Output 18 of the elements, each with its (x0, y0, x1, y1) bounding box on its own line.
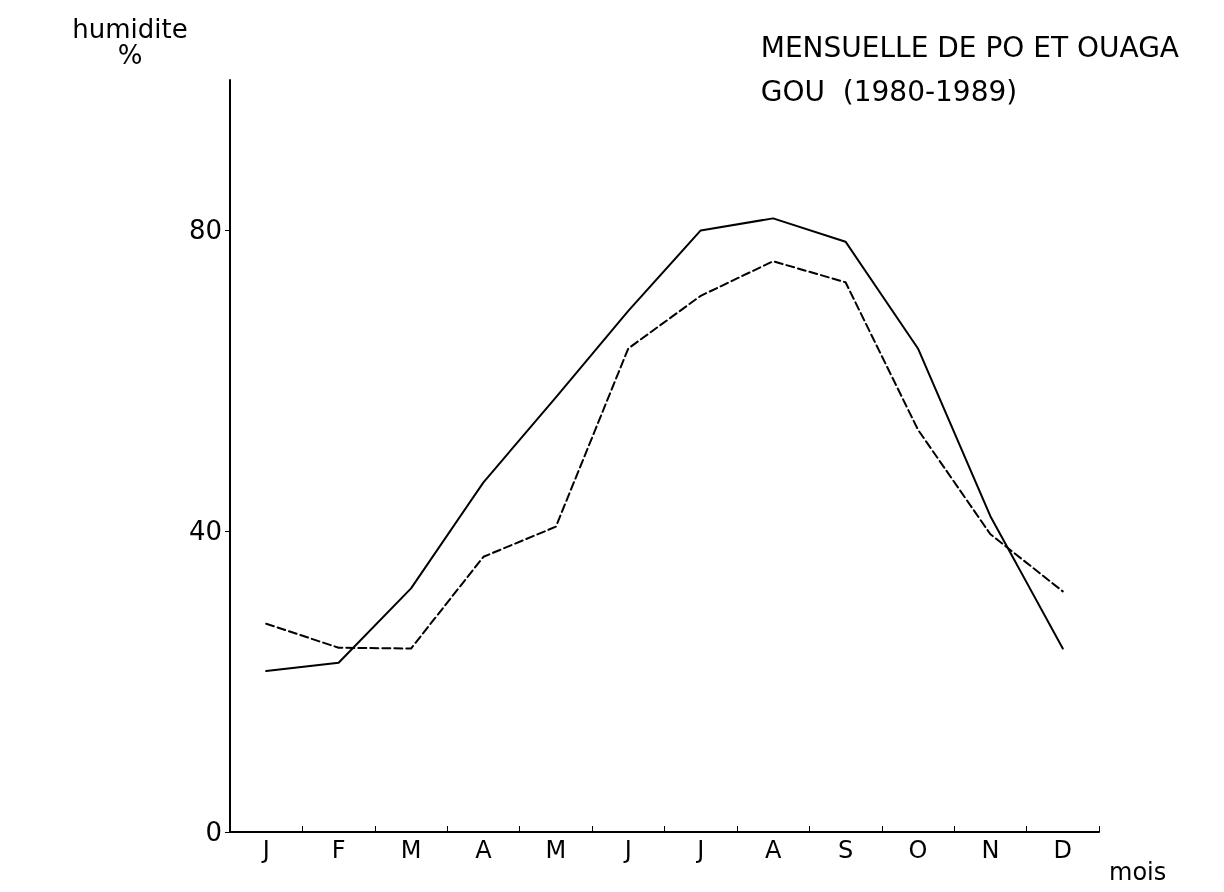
x-tick-label: S (837, 836, 854, 864)
y-tick-label: 80 (188, 215, 222, 246)
x-tick-label: A (475, 836, 493, 864)
x-tick-label: A (764, 836, 782, 864)
x-tick-label: D (1053, 836, 1073, 864)
y-axis-title: humidite % (72, 14, 188, 70)
x-tick-label: N (981, 836, 1000, 864)
y-tick-label: 0 (205, 817, 222, 847)
x-axis-title: mois (1109, 858, 1167, 886)
x-tick-label: M (400, 836, 422, 864)
x-tick-label: M (545, 836, 567, 864)
x-tick-label: F (331, 836, 346, 864)
chart-title: MENSUELLE DE PO ET OUAGA GOU (1980-1989) (760, 30, 1179, 108)
y-tick-label: 40 (188, 516, 222, 547)
x-tick-label: J (695, 836, 705, 864)
x-tick-label: O (908, 836, 928, 864)
x-tick-label: J (260, 836, 270, 864)
x-tick-label: J (622, 836, 632, 864)
